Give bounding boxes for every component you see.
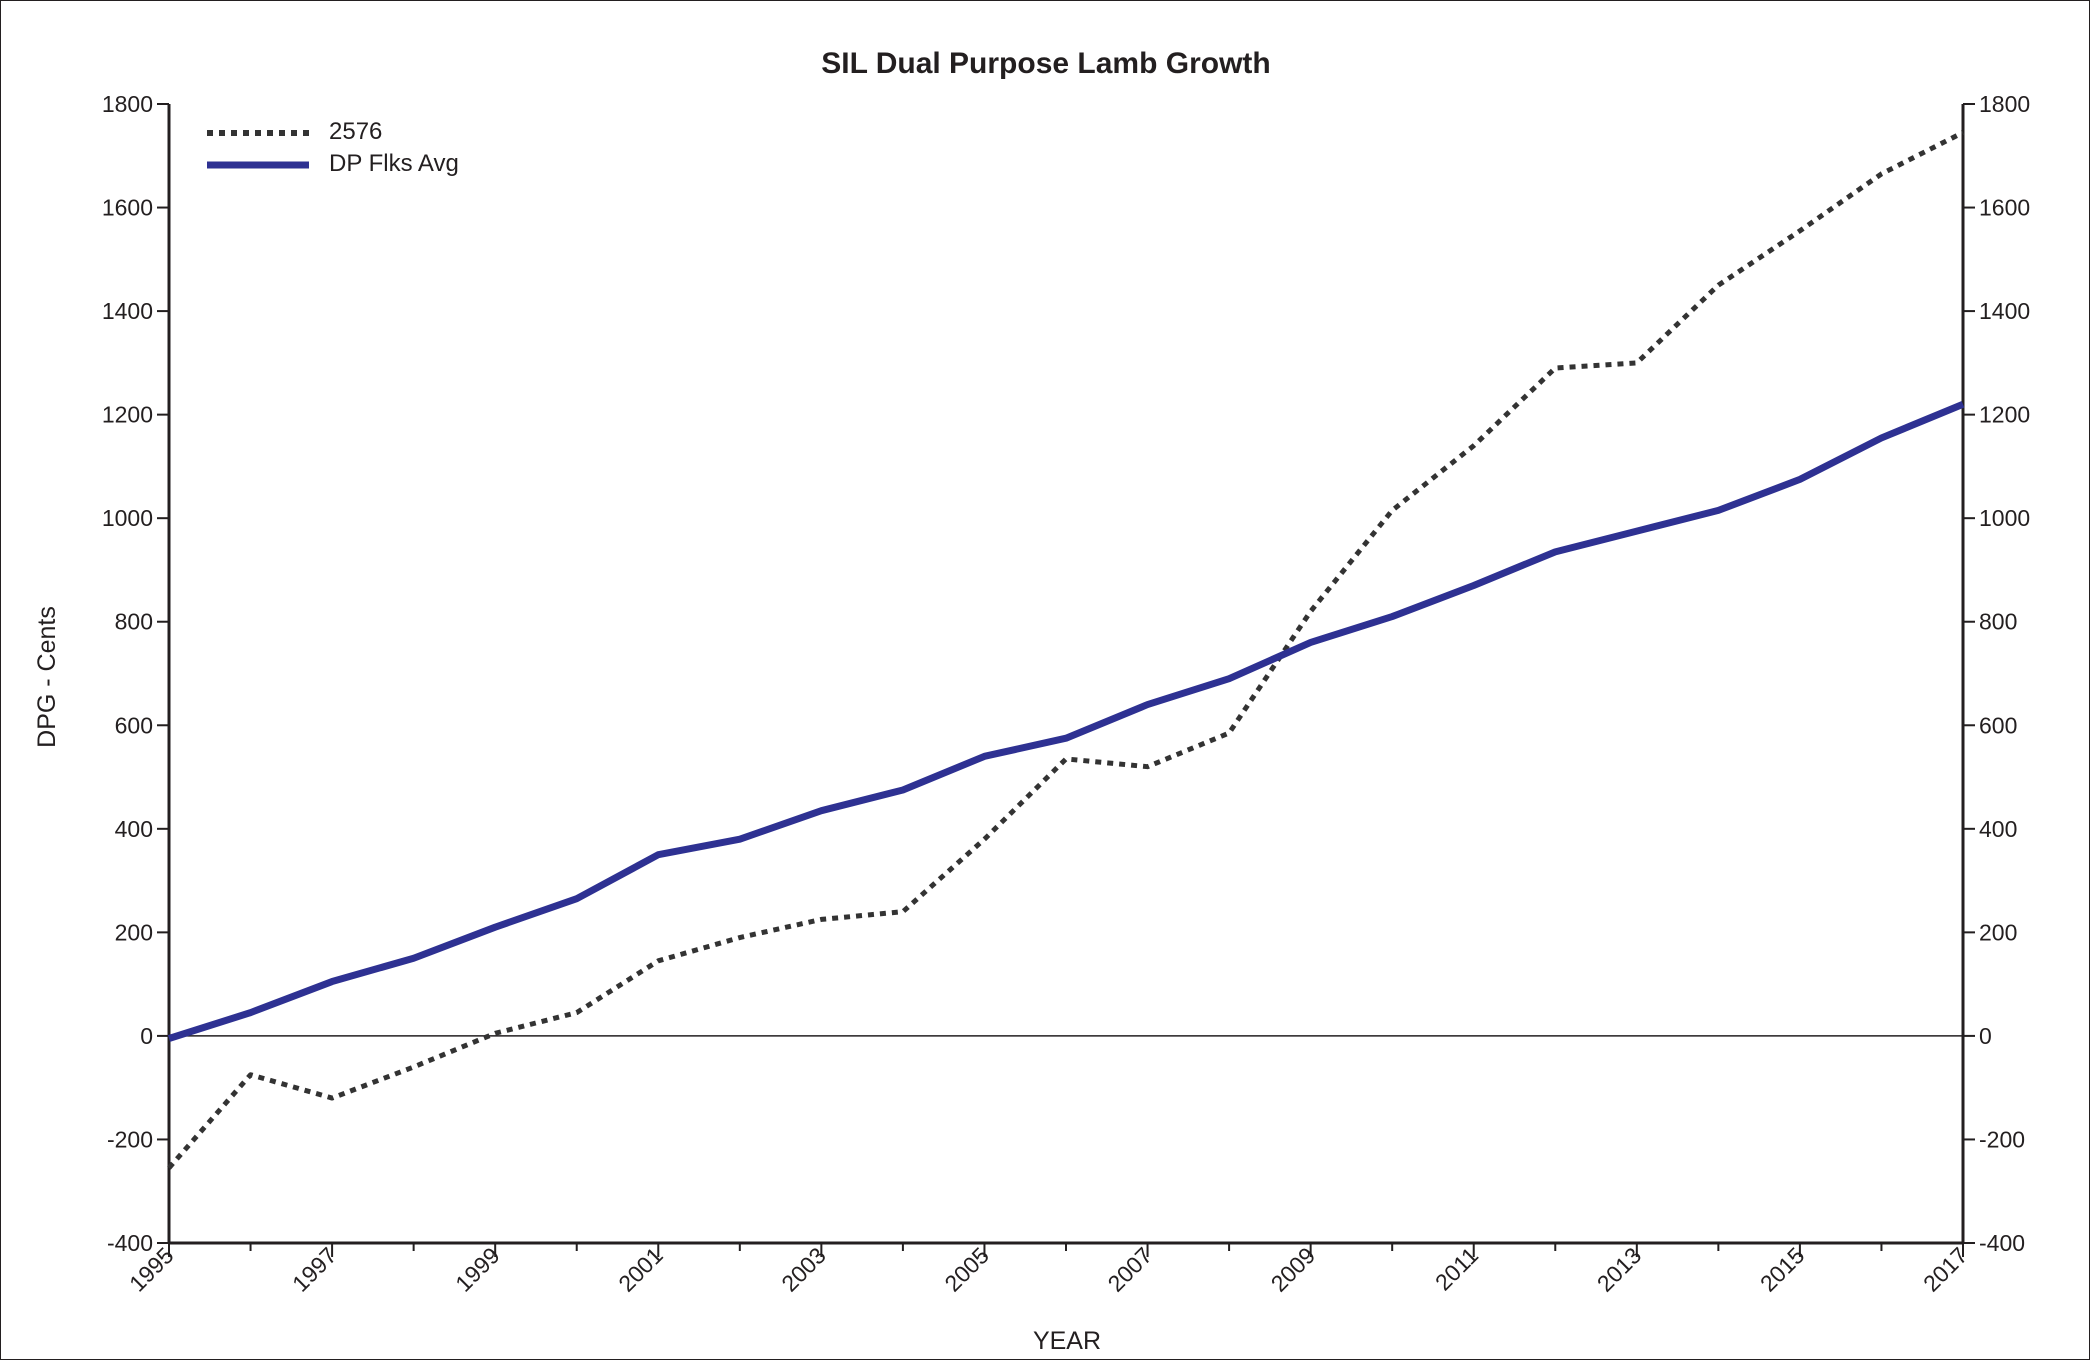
y-tick-label-right: 400 bbox=[1979, 816, 2017, 842]
x-tick-label: 2007 bbox=[1103, 1242, 1158, 1297]
y-tick-label-left: 200 bbox=[115, 919, 153, 945]
x-tick-label: 2005 bbox=[939, 1242, 994, 1297]
x-tick-label: 2003 bbox=[776, 1242, 831, 1297]
x-tick-label: 2009 bbox=[1266, 1242, 1321, 1297]
y-tick-label-left: 1800 bbox=[102, 91, 153, 117]
series-line-2576 bbox=[169, 132, 1963, 1167]
y-tick-label-right: -400 bbox=[1979, 1230, 2025, 1256]
x-tick-label: 2013 bbox=[1592, 1242, 1647, 1297]
series-line-dp-flks-avg bbox=[169, 404, 1963, 1038]
y-tick-label-right: 1000 bbox=[1979, 505, 2030, 531]
x-tick-label: 2015 bbox=[1755, 1242, 1810, 1297]
y-tick-label-right: -200 bbox=[1979, 1126, 2025, 1152]
x-tick-label: 2011 bbox=[1430, 1242, 1483, 1295]
x-tick-label: 2001 bbox=[613, 1242, 668, 1297]
series-lines bbox=[169, 132, 1963, 1168]
x-tick-label: 1999 bbox=[450, 1242, 505, 1297]
y-tick-label-right: 1200 bbox=[1979, 402, 2030, 428]
x-axis-title: YEAR bbox=[1033, 1327, 1101, 1355]
chart-title: SIL Dual Purpose Lamb Growth bbox=[821, 47, 1271, 80]
legend-label-dp-flks-avg: DP Flks Avg bbox=[329, 150, 459, 177]
y-tick-label-right: 600 bbox=[1979, 712, 2017, 738]
y-tick-label-left: -200 bbox=[107, 1126, 153, 1152]
y-tick-label-right: 800 bbox=[1979, 609, 2017, 635]
y-tick-label-left: 800 bbox=[115, 609, 153, 635]
y-tick-label-right: 1400 bbox=[1979, 298, 2030, 324]
y-tick-label-right: 0 bbox=[1979, 1023, 1992, 1049]
x-tick-label: 1997 bbox=[287, 1242, 342, 1297]
legend-label-2576: 2576 bbox=[329, 118, 382, 145]
y-tick-label-right: 1600 bbox=[1979, 195, 2030, 221]
y-tick-label-left: -400 bbox=[107, 1230, 153, 1256]
y-tick-label-left: 1000 bbox=[102, 505, 153, 531]
y-axis-title: DPG - Cents bbox=[33, 606, 61, 748]
y-tick-label-left: 1200 bbox=[102, 402, 153, 428]
y-tick-label-left: 400 bbox=[115, 816, 153, 842]
y-tick-label-left: 1400 bbox=[102, 298, 153, 324]
y-tick-label-right: 1800 bbox=[1979, 91, 2030, 117]
y-tick-label-left: 0 bbox=[140, 1023, 153, 1049]
x-tick-label: 2017 bbox=[1918, 1242, 1973, 1297]
y-tick-label-left: 1600 bbox=[102, 195, 153, 221]
y-tick-label-left: 600 bbox=[115, 712, 153, 738]
legend: 2576 DP Flks Avg bbox=[207, 118, 459, 177]
y-tick-label-right: 200 bbox=[1979, 919, 2017, 945]
